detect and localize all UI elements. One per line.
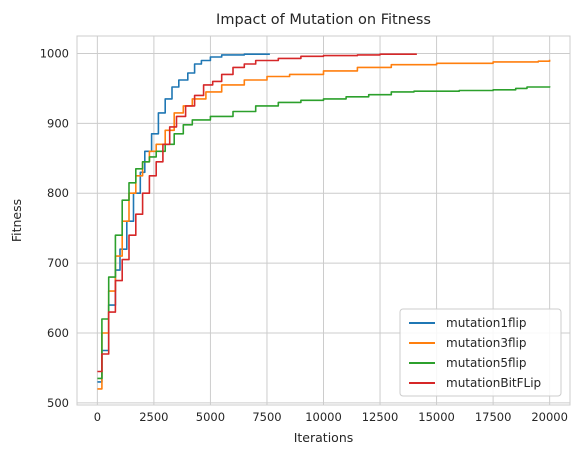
x-tick-label: 12500: [362, 410, 399, 424]
series-line-mutation5flip: [97, 86, 551, 380]
x-tick-label: 7500: [252, 410, 281, 424]
x-axis-ticks: 0 2500 5000 7500 10000 12500 15000 17500 20000: [94, 410, 568, 424]
series-lines: [97, 53, 551, 390]
legend: mutation1flip mutation3flip mutation5flip m…: [399, 308, 562, 397]
legend-label: mutation5flip: [446, 356, 526, 370]
y-tick-label: 900: [47, 116, 69, 130]
y-tick-label: 1000: [40, 46, 69, 60]
legend-label: mutationBitFLip: [446, 376, 541, 390]
x-tick-label: 15000: [418, 410, 455, 424]
x-tick-label: 10000: [305, 410, 342, 424]
legend-label: mutation1flip: [446, 316, 526, 330]
x-tick-label: 0: [94, 410, 101, 424]
y-tick-label: 600: [47, 326, 69, 340]
legend-box: [399, 308, 562, 397]
y-tick-label: 700: [47, 256, 69, 270]
x-tick-label: 20000: [531, 410, 568, 424]
x-tick-label: 5000: [196, 410, 225, 424]
y-axis-ticks: 500 600 700 800 900 1000: [40, 46, 69, 409]
y-axis-label: Fitness: [9, 199, 24, 242]
y-tick-label: 800: [47, 186, 69, 200]
y-tick-label: 500: [47, 396, 69, 410]
series-line-mutationBitFLip: [97, 53, 417, 373]
plot-frame: [76, 35, 571, 406]
x-tick-label: 2500: [139, 410, 168, 424]
legend-label: mutation3flip: [446, 336, 526, 350]
chart-title: Impact of Mutation on Fitness: [216, 12, 431, 28]
x-axis-label: Iterations: [294, 430, 354, 445]
series-line-mutation1flip: [97, 53, 270, 383]
x-tick-label: 17500: [475, 410, 512, 424]
